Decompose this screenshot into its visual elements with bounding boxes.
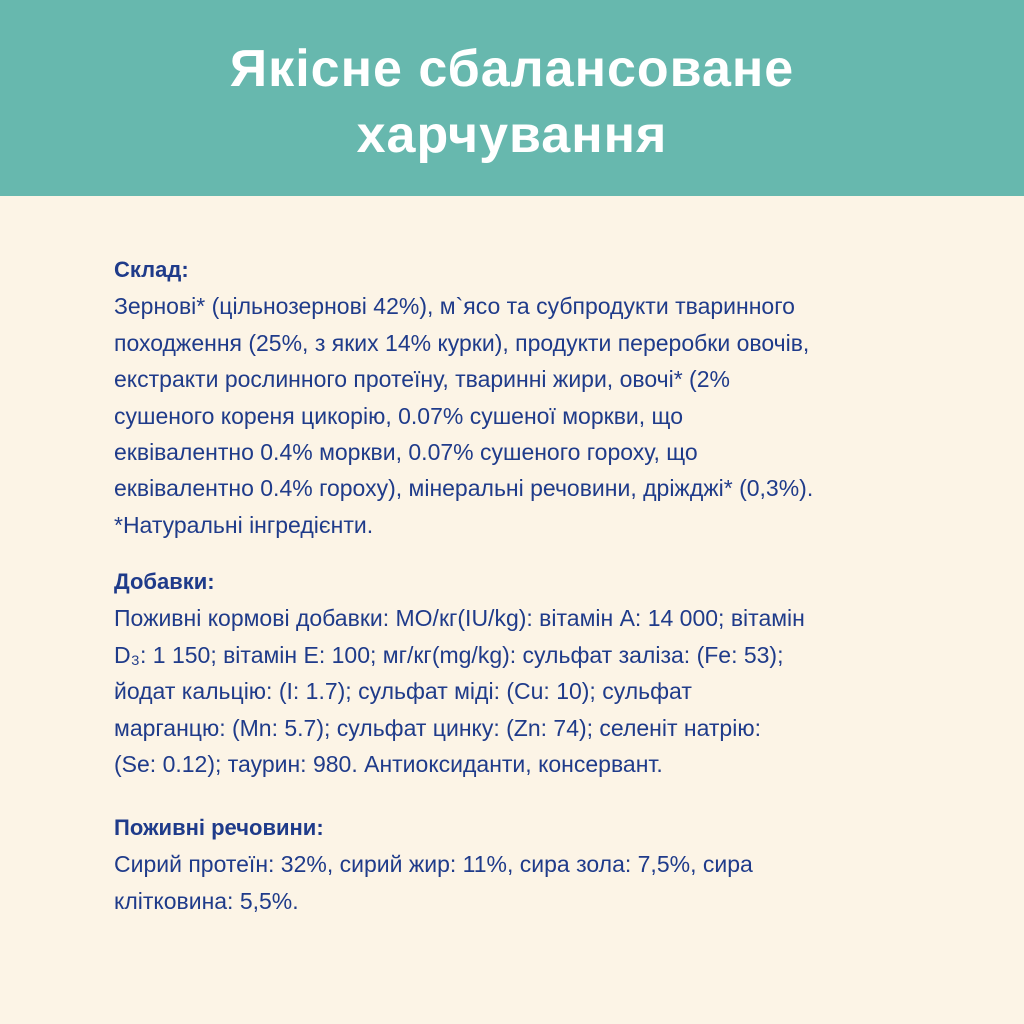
section-heading: Поживні речовини:	[114, 815, 324, 840]
text-line: D₃: 1 150; вітамін Е: 100; мг/кг(mg/kg):…	[114, 641, 784, 668]
title-line: харчування	[356, 106, 668, 164]
section-heading: Склад:	[114, 257, 189, 282]
text-line: екстракти рослинного протеїну, тваринні …	[114, 366, 730, 393]
text-line: еквівалентно 0.4% гороху), мінеральні ре…	[114, 475, 814, 502]
page-title: Якісне сбалансоване харчування	[0, 36, 1024, 168]
section-additives: Добавки: Поживні кормові добавки: МО/кг(…	[114, 564, 805, 782]
text-line: (Se: 0.12); таурин: 980. Антиоксиданти, …	[114, 751, 663, 778]
text-line: сушеного кореня цикорію, 0.07% сушеної м…	[114, 402, 683, 429]
text-line: марганцю: (Mn: 5.7); сульфат цинку: (Zn:…	[114, 714, 761, 741]
text-line: Зернові* (цільнозернові 42%), м`ясо та с…	[114, 293, 795, 320]
text-line: клітковина: 5,5%.	[114, 887, 299, 914]
section-composition: Склад: Зернові* (цільнозернові 42%), м`я…	[114, 252, 813, 543]
text-line: йодат кальцію: (I: 1.7); сульфат міді: (…	[114, 678, 692, 705]
header-banner: Якісне сбалансоване харчування	[0, 0, 1024, 196]
text-line: еквівалентно 0.4% моркви, 0.07% сушеного…	[114, 439, 698, 466]
title-line: Якісне сбалансоване	[229, 40, 795, 98]
text-line: Сирий протеїн: 32%, сирий жир: 11%, сира…	[114, 851, 753, 878]
section-heading: Добавки:	[114, 569, 215, 594]
text-line: походження (25%, з яких 14% курки), прод…	[114, 329, 810, 356]
section-nutrients: Поживні речовини: Сирий протеїн: 32%, си…	[114, 810, 753, 919]
text-line: *Натуральні інгредієнти.	[114, 511, 374, 538]
text-line: Поживні кормові добавки: МО/кг(IU/kg): в…	[114, 605, 805, 632]
